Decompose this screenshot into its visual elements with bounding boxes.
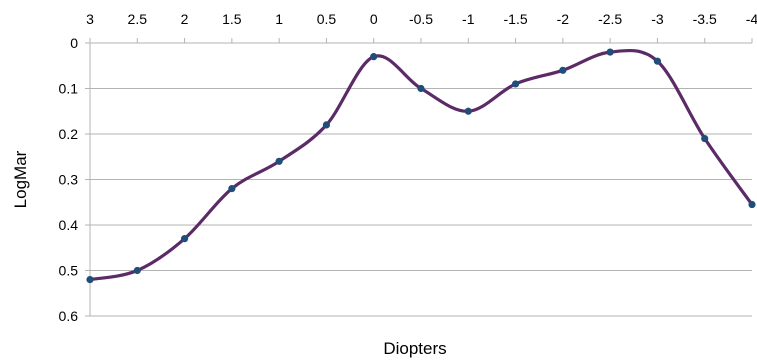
data-point bbox=[370, 53, 378, 61]
grid bbox=[90, 42, 752, 317]
data-point bbox=[511, 80, 520, 88]
y-tick-label: 0.5 bbox=[59, 263, 79, 279]
data-point bbox=[559, 66, 567, 74]
data-point bbox=[228, 185, 236, 193]
x-tick-label: 0 bbox=[370, 11, 378, 27]
x-tick-label: 1 bbox=[275, 11, 283, 27]
data-point bbox=[322, 121, 331, 129]
data-point bbox=[417, 84, 425, 93]
data-point bbox=[606, 48, 614, 56]
x-tick-label: 0.5 bbox=[317, 11, 337, 27]
x-tick-label: 1.5 bbox=[222, 11, 242, 27]
x-tick-label: -1.5 bbox=[504, 11, 528, 27]
x-tick-labels: 3 2.5 2 1.5 1 0.5 0 -0.5 -1 -1.5 -2 -2.5 -3 -3.5 -4 bbox=[86, 11, 757, 27]
y-tick-label: 0 bbox=[70, 35, 78, 51]
data-point bbox=[653, 57, 662, 65]
x-tick-label: -4 bbox=[746, 11, 757, 27]
data-point bbox=[748, 200, 756, 209]
data-point bbox=[464, 107, 472, 115]
y-tick-labels: 0 0.1 0.2 0.3 0.4 0.5 0.6 bbox=[59, 35, 79, 324]
y-tick-label: 0.3 bbox=[59, 172, 79, 188]
series-line bbox=[88, 48, 754, 282]
x-tick-label: 2 bbox=[181, 11, 189, 27]
data-point bbox=[180, 235, 189, 243]
x-tick-label: 3 bbox=[86, 11, 94, 27]
x-tick-label: -3.5 bbox=[693, 11, 717, 27]
data-point bbox=[133, 266, 141, 275]
y-tick-label: 0.4 bbox=[59, 217, 79, 233]
y-tick-label: 0.1 bbox=[59, 81, 79, 97]
y-tick-label: 0.2 bbox=[59, 126, 79, 142]
x-tick-label: -2 bbox=[557, 11, 570, 27]
x-tick-label: -0.5 bbox=[409, 11, 433, 27]
series bbox=[86, 48, 756, 284]
data-point bbox=[701, 134, 709, 143]
y-tick-label: 0.6 bbox=[59, 308, 79, 324]
x-axis-title: Diopters bbox=[383, 339, 446, 358]
y-axis-title: LogMar bbox=[11, 150, 30, 208]
data-point bbox=[275, 157, 283, 165]
x-tick-label: -2.5 bbox=[598, 11, 622, 27]
data-point bbox=[86, 276, 94, 284]
x-tick-label: -3 bbox=[651, 11, 664, 27]
x-tick-label: 2.5 bbox=[128, 11, 148, 27]
axes bbox=[85, 38, 753, 317]
x-tick-label: -1 bbox=[462, 11, 475, 27]
